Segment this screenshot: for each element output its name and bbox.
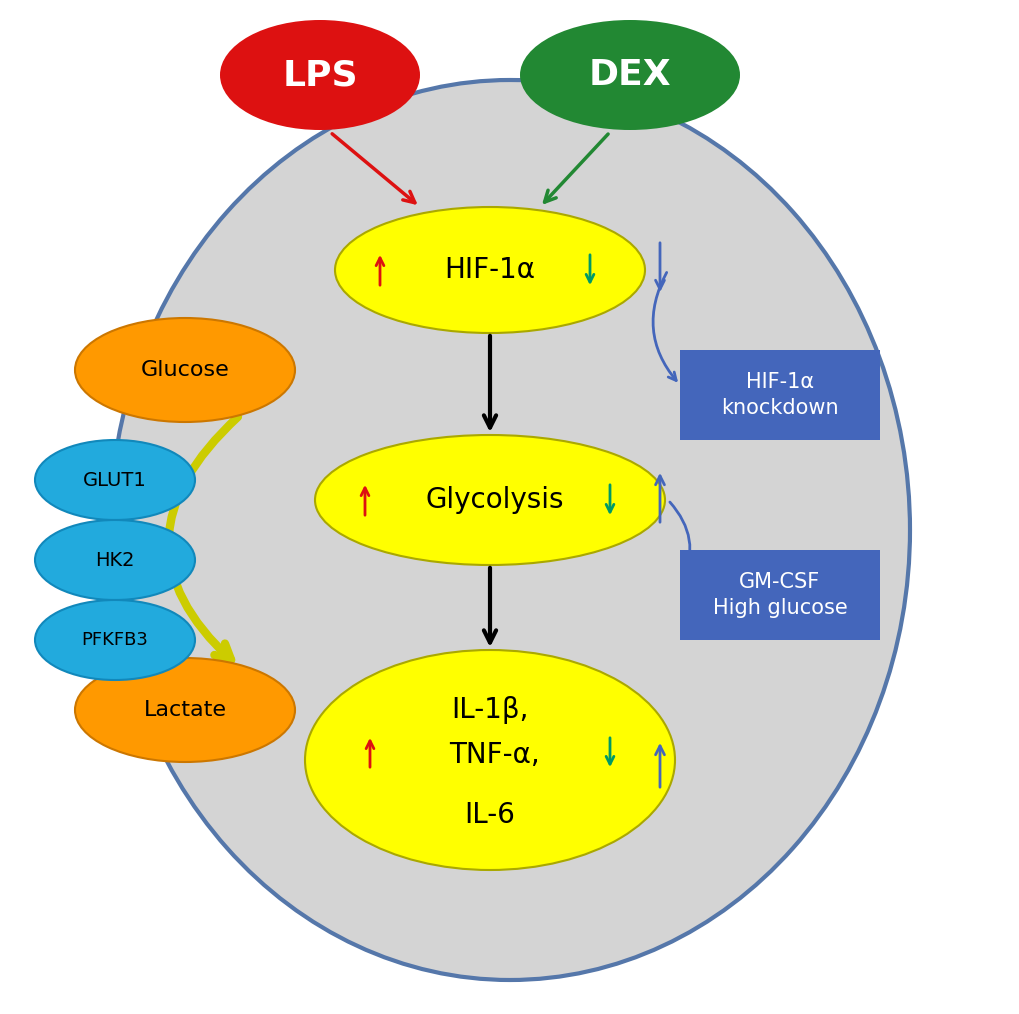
Text: Glucose: Glucose [141,360,229,380]
Text: DEX: DEX [588,58,671,92]
Text: Glycolysis: Glycolysis [425,486,564,514]
FancyArrowPatch shape [669,502,689,580]
Ellipse shape [220,20,420,130]
Ellipse shape [520,20,739,130]
FancyArrowPatch shape [168,417,237,660]
FancyArrowPatch shape [652,273,676,380]
Text: HK2: HK2 [95,551,135,570]
Ellipse shape [35,520,195,600]
Text: GM-CSF
High glucose: GM-CSF High glucose [712,572,847,619]
Text: Lactate: Lactate [144,700,226,720]
Ellipse shape [315,435,664,565]
Text: HIF-1α
knockdown: HIF-1α knockdown [720,372,838,418]
FancyBboxPatch shape [680,550,879,640]
Text: HIF-1α: HIF-1α [444,256,535,284]
Text: TNF-α,: TNF-α, [449,741,540,769]
Text: PFKFB3: PFKFB3 [82,631,149,649]
Ellipse shape [35,440,195,520]
Text: IL-6: IL-6 [464,801,515,829]
Ellipse shape [305,650,675,870]
Ellipse shape [110,80,909,980]
Ellipse shape [75,658,294,762]
Ellipse shape [35,600,195,680]
FancyBboxPatch shape [680,350,879,440]
Text: IL-1β,: IL-1β, [450,696,528,724]
Text: LPS: LPS [282,58,358,92]
Text: GLUT1: GLUT1 [83,470,147,490]
Ellipse shape [334,207,644,333]
Ellipse shape [75,318,294,422]
